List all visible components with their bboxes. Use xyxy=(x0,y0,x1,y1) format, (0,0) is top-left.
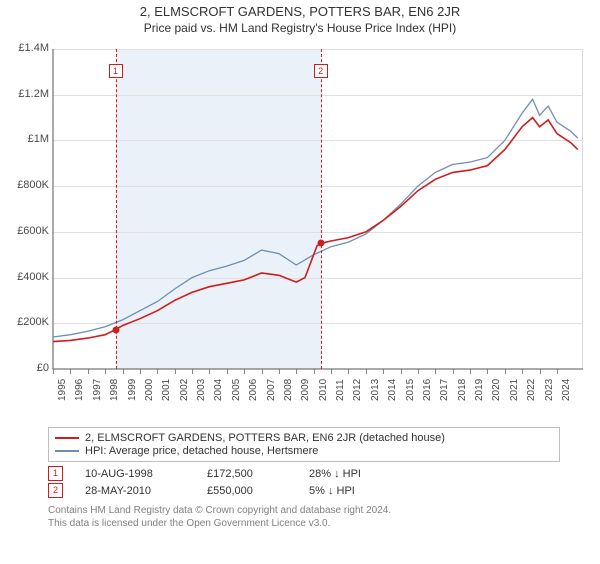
x-tick-label: 2007 xyxy=(266,379,277,401)
x-tick-label: 1999 xyxy=(127,379,138,401)
legend: 2, ELMSCROFT GARDENS, POTTERS BAR, EN6 2… xyxy=(48,427,560,462)
transaction-delta: 28% ↓ HPI xyxy=(309,468,361,480)
x-tick-label: 2020 xyxy=(491,379,502,401)
x-tick-label: 2012 xyxy=(352,379,363,401)
x-tick-label: 2013 xyxy=(370,379,381,401)
transaction-row: 2 28-MAY-2010 £550,000 5% ↓ HPI xyxy=(48,483,560,498)
marker-line xyxy=(116,49,117,369)
x-tick-label: 2005 xyxy=(231,379,242,401)
footer-line1: Contains HM Land Registry data © Crown c… xyxy=(48,504,560,517)
legend-item: 2, ELMSCROFT GARDENS, POTTERS BAR, EN6 2… xyxy=(55,432,553,444)
x-tick-label: 2003 xyxy=(196,379,207,401)
x-tick-label: 2024 xyxy=(561,379,572,401)
x-tick-label: 2001 xyxy=(161,379,172,401)
legend-label: HPI: Average price, detached house, Hert… xyxy=(85,445,318,457)
series-property xyxy=(53,118,578,342)
transaction-marker: 1 xyxy=(48,466,63,481)
chart-title: 2, ELMSCROFT GARDENS, POTTERS BAR, EN6 2… xyxy=(0,4,600,19)
legend-label: 2, ELMSCROFT GARDENS, POTTERS BAR, EN6 2… xyxy=(85,432,445,444)
marker-dot xyxy=(112,326,119,333)
attribution: Contains HM Land Registry data © Crown c… xyxy=(48,504,560,530)
x-tick-label: 2009 xyxy=(300,379,311,401)
transaction-date: 10-AUG-1998 xyxy=(85,468,185,480)
chart-subtitle: Price paid vs. HM Land Registry's House … xyxy=(0,21,600,35)
x-tick-label: 2023 xyxy=(544,379,555,401)
x-tick-label: 2000 xyxy=(144,379,155,401)
transaction-marker: 2 xyxy=(48,483,63,498)
x-tick-label: 2019 xyxy=(474,379,485,401)
chart-svg xyxy=(5,41,587,373)
x-tick-label: 1998 xyxy=(109,379,120,401)
x-tick-label: 2017 xyxy=(439,379,450,401)
transaction-delta: 5% ↓ HPI xyxy=(309,485,355,497)
transaction-date: 28-MAY-2010 xyxy=(85,485,185,497)
x-tick-label: 2004 xyxy=(213,379,224,401)
marker-label: 2 xyxy=(314,64,328,78)
x-tick-label: 1996 xyxy=(74,379,85,401)
x-tick-label: 2015 xyxy=(405,379,416,401)
series-hpi xyxy=(53,99,578,337)
transaction-row: 1 10-AUG-1998 £172,500 28% ↓ HPI xyxy=(48,466,560,481)
legend-swatch xyxy=(55,437,79,439)
x-tick-label: 2010 xyxy=(318,379,329,401)
x-tick-label: 2016 xyxy=(422,379,433,401)
chart-area: £0£200K£400K£600K£800K£1M£1.2M£1.4M19951… xyxy=(5,41,595,421)
legend-item: HPI: Average price, detached house, Hert… xyxy=(55,445,553,457)
marker-line xyxy=(321,49,322,369)
legend-swatch xyxy=(55,450,79,451)
x-tick-label: 2011 xyxy=(335,379,346,401)
x-tick-label: 2006 xyxy=(248,379,259,401)
marker-dot xyxy=(317,240,324,247)
x-tick-label: 2021 xyxy=(509,379,520,401)
footer-line2: This data is licensed under the Open Gov… xyxy=(48,517,560,530)
transaction-price: £172,500 xyxy=(207,468,287,480)
x-tick-label: 1995 xyxy=(57,379,68,401)
marker-label: 1 xyxy=(109,64,123,78)
x-tick-label: 2018 xyxy=(457,379,468,401)
transaction-price: £550,000 xyxy=(207,485,287,497)
x-tick-label: 2022 xyxy=(526,379,537,401)
x-tick-label: 1997 xyxy=(92,379,103,401)
x-tick-label: 2008 xyxy=(283,379,294,401)
transactions-table: 1 10-AUG-1998 £172,500 28% ↓ HPI 2 28-MAY-201… xyxy=(48,466,560,498)
x-tick-label: 2002 xyxy=(179,379,190,401)
x-tick-label: 2014 xyxy=(387,379,398,401)
